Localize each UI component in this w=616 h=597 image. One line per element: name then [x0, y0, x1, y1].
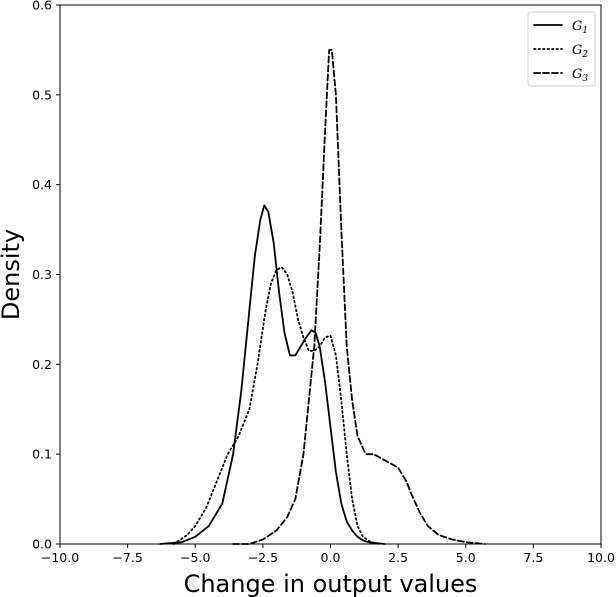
y-axis-title: Density	[0, 229, 25, 320]
y-tick-label: 0.2	[32, 357, 52, 372]
axes-frame	[59, 4, 602, 545]
x-tick-label: 2.5	[388, 550, 408, 565]
legend-label: G3	[572, 67, 588, 84]
x-tick-label: −2.5	[248, 550, 278, 565]
legend-item-g1: G1	[533, 19, 588, 36]
y-tick-label: 0.5	[32, 87, 52, 102]
legend-item-g3: G3	[533, 67, 588, 84]
y-tick-label: 0.1	[32, 447, 52, 462]
x-tick-label: −10.0	[41, 550, 79, 565]
legend-item-g2: G2	[533, 43, 588, 60]
x-tick-label: 10.0	[587, 550, 615, 565]
y-tick-label: 0.3	[32, 267, 52, 282]
series-line-g3	[232, 49, 486, 545]
x-axis-title: Change in output values	[184, 570, 478, 597]
x-axis: −10.0 −7.5 −5.0 −2.5 0.0 2.5 5.0 7.5 10.0	[41, 544, 615, 565]
y-tick-label: 0.6	[32, 0, 52, 13]
series-line-g2	[172, 266, 381, 545]
legend: G1 G2 G3	[527, 11, 596, 87]
x-tick-label: 0.0	[321, 550, 341, 565]
x-tick-label: −5.0	[180, 550, 210, 565]
x-tick-label: −7.5	[112, 550, 142, 565]
x-tick-label: 7.5	[523, 550, 543, 565]
y-tick-label: 0.0	[32, 537, 52, 552]
series-line-g1	[159, 204, 386, 545]
plot-area	[59, 4, 602, 545]
legend-label: G1	[572, 19, 588, 36]
x-tick-label: 5.0	[456, 550, 476, 565]
series-layer	[159, 49, 486, 545]
legend-label: G2	[572, 43, 588, 60]
y-axis: 0.0 0.1 0.2 0.3 0.4 0.5 0.6	[32, 0, 60, 552]
y-tick-label: 0.4	[32, 177, 52, 192]
